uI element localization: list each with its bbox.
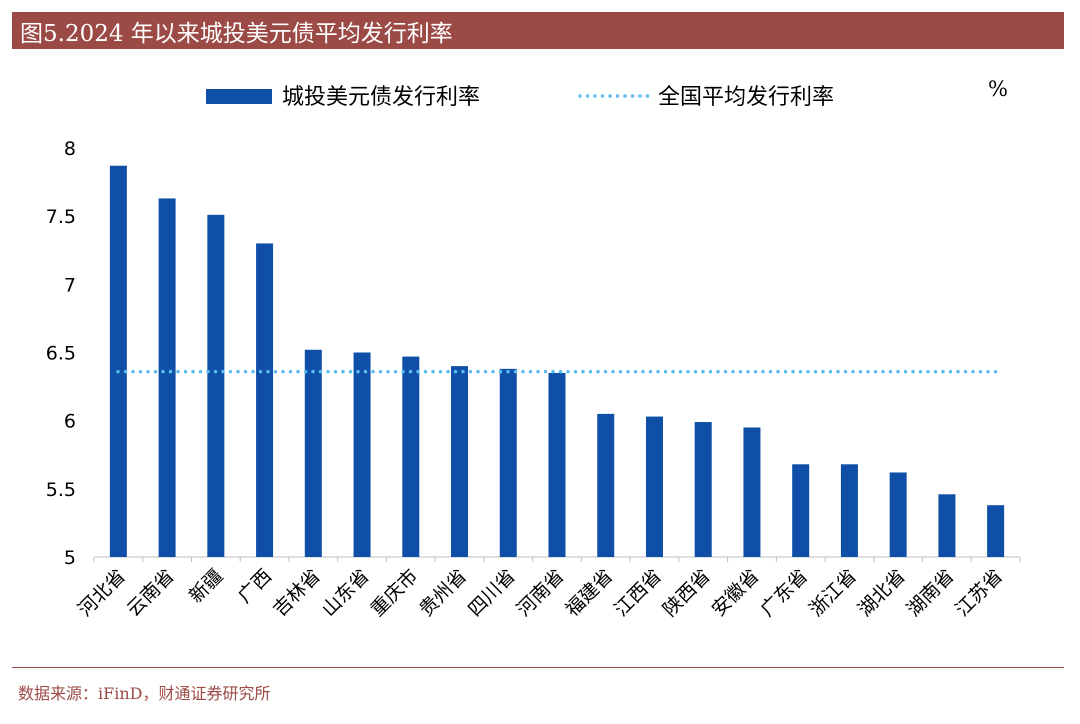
bar-河南省 <box>548 372 566 557</box>
bar-湖北省 <box>889 472 907 557</box>
y-tick-label: 6.5 <box>46 343 76 365</box>
bar-吉林省 <box>304 349 322 557</box>
bar-广西 <box>256 243 274 557</box>
x-category-label: 湖南省 <box>903 565 959 621</box>
bar-江苏省 <box>987 505 1005 557</box>
bar-河北省 <box>109 165 127 557</box>
bar-福建省 <box>597 413 615 557</box>
x-category-label: 吉林省 <box>269 565 325 621</box>
legend-label-bar: 城投美元债发行利率 <box>282 85 480 110</box>
x-category-label: 贵州省 <box>415 565 471 621</box>
x-category-label: 河北省 <box>74 565 130 621</box>
x-category-label: 安徽省 <box>708 565 764 621</box>
x-category-label: 四川省 <box>464 565 520 621</box>
bar-浙江省 <box>840 464 858 557</box>
y-tick-label: 7.5 <box>46 206 76 228</box>
x-category-label: 湖北省 <box>854 565 910 621</box>
y-tick-label: 8 <box>64 138 76 160</box>
bar-安徽省 <box>743 427 761 557</box>
figure-title: 图5.2024 年以来城投美元债平均发行利率 <box>20 20 453 47</box>
bar-重庆市 <box>402 356 420 557</box>
figure-title-bar: 图5.2024 年以来城投美元债平均发行利率 <box>12 12 1064 49</box>
bar-四川省 <box>499 368 517 557</box>
x-category-label: 重庆市 <box>366 565 422 621</box>
bar-广东省 <box>792 464 810 557</box>
y-tick-label: 5.5 <box>46 479 76 501</box>
legend-label-avg-line: 全国平均发行利率 <box>658 85 834 110</box>
source-note: 数据来源：iFinD，财通证券研究所 <box>18 684 271 703</box>
x-category-label: 河南省 <box>513 565 569 621</box>
x-category-label: 山东省 <box>318 565 374 621</box>
bar-贵州省 <box>451 366 469 557</box>
bar-江西省 <box>645 416 663 557</box>
x-category-label: 云南省 <box>123 565 179 621</box>
y-tick-label: 7 <box>64 274 76 296</box>
bar-山东省 <box>353 352 371 557</box>
x-category-label: 江苏省 <box>951 565 1007 621</box>
footer-divider <box>12 667 1064 668</box>
legend-swatch-bar <box>206 89 272 104</box>
x-category-label: 广东省 <box>756 565 812 621</box>
x-category-label: 福建省 <box>561 565 617 621</box>
x-category-label: 广西 <box>234 565 276 607</box>
x-category-label: 江西省 <box>610 565 666 621</box>
bar-新疆 <box>207 214 225 557</box>
x-category-label: 新疆 <box>185 565 227 607</box>
x-category-label: 浙江省 <box>805 565 861 621</box>
y-tick-label: 5 <box>64 547 76 569</box>
bar-湖南省 <box>938 494 956 557</box>
x-category-label: 陕西省 <box>659 565 715 621</box>
bar-陕西省 <box>694 422 712 557</box>
unit-label: % <box>988 77 1008 101</box>
y-tick-label: 6 <box>64 411 76 433</box>
bar-云南省 <box>158 198 176 557</box>
